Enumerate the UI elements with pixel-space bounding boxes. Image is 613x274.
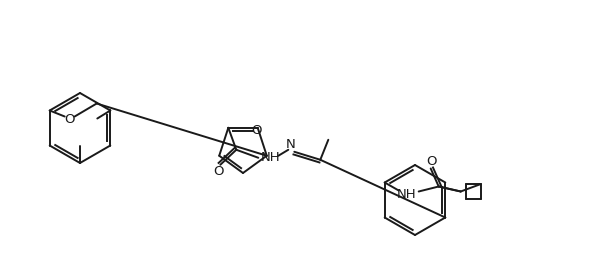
- Text: NH: NH: [397, 188, 416, 201]
- Text: O: O: [64, 113, 75, 126]
- Text: O: O: [427, 155, 437, 168]
- Text: NH: NH: [261, 151, 280, 164]
- Text: O: O: [213, 165, 224, 178]
- Text: O: O: [251, 124, 262, 137]
- Text: N: N: [286, 138, 295, 151]
